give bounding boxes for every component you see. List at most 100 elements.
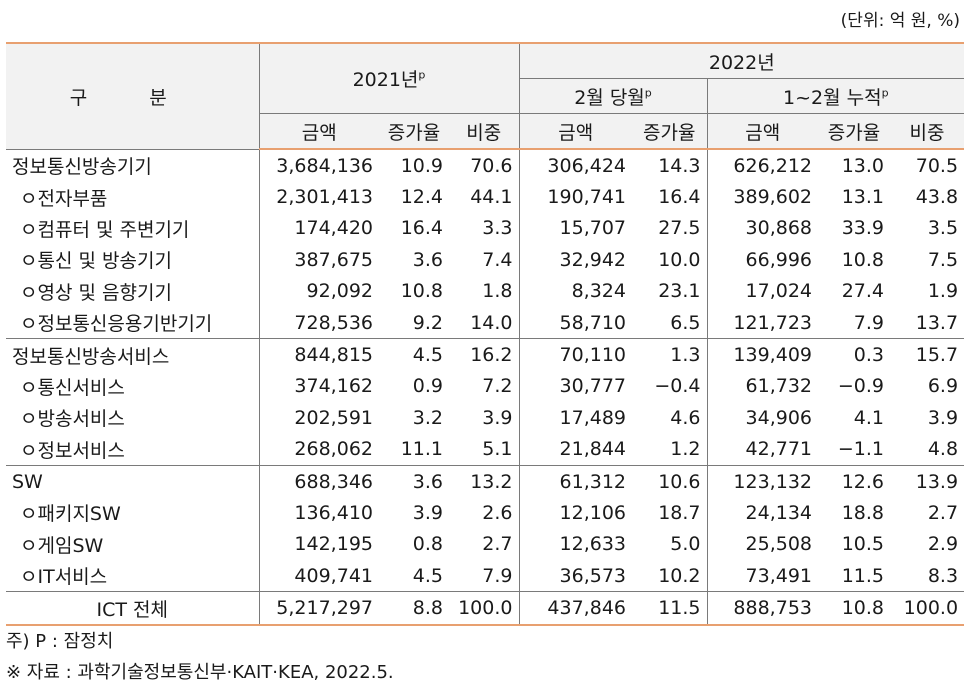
cell-value: 374,162 (258, 370, 379, 403)
cell-value: 306,424 (518, 148, 632, 182)
cell-value: 17,024 (706, 275, 818, 307)
cell-value: 10.8 (400, 280, 443, 303)
cell-value: 43.8 (915, 186, 959, 209)
row-label: ㅇ패키지SW (20, 503, 121, 526)
cell-value: 13.0 (818, 148, 890, 182)
cell-value: 4.5 (379, 338, 449, 371)
table-row: ㅇ통신서비스 374,162 0.9 7.2 30,777 −0.4 61,732 −0.9 6… (6, 370, 964, 403)
footnote-provisional: 주) P : 잠정치 (6, 631, 114, 652)
cell-value: 2.9 (927, 533, 959, 556)
cell-value: 688,346 (258, 464, 379, 498)
cell-value: −1.1 (837, 438, 884, 461)
cell-value: 888,753 (706, 591, 818, 626)
cell-value: 12.4 (400, 186, 443, 209)
cell-value: 32,942 (518, 244, 632, 276)
cell-value: 3.9 (482, 406, 513, 429)
table-row: 정보통신방송서비스 844,815 4.5 16.2 70,110 1.3 139,409 0… (6, 338, 965, 371)
cell-value: 139,409 (706, 338, 818, 371)
cell-value: 728,536 (258, 306, 379, 339)
row-label: ㅇ게임SW (20, 534, 104, 557)
cell-value: 1.8 (482, 280, 513, 303)
cell-value: 66,996 (706, 244, 818, 276)
cell-value: 14.0 (470, 311, 513, 334)
cell-value: 12,633 (518, 528, 632, 561)
table-row: ㅇ컴퓨터 및 주변기기 174,420 16.4 3.3 15,707 27.5 30,86… (6, 212, 964, 245)
cell-value: 13.2 (449, 464, 519, 498)
cell-value: 7.9 (482, 564, 513, 587)
cell-value: 174,420 (258, 212, 379, 245)
cell-value: 9.2 (412, 311, 443, 334)
row-label: ㅇ정보통신응용기반기기 (20, 313, 213, 336)
cell-value: 3.2 (412, 406, 443, 429)
cell-value: 10.5 (841, 533, 884, 556)
cell-value: 12.6 (818, 464, 890, 498)
cell-value: 3.9 (412, 501, 443, 524)
row-label: ㅇIT서비스 (20, 566, 108, 589)
cell-value: 7.2 (482, 375, 513, 398)
cell-value: 2,301,413 (258, 181, 379, 213)
cell-value: 268,062 (258, 433, 379, 466)
cell-value: 13.7 (915, 311, 959, 334)
row-label: SW (6, 464, 259, 498)
header-2021: 2021년p (258, 42, 519, 114)
cell-value: 14.3 (632, 148, 707, 182)
cell-value: 3.3 (482, 217, 513, 240)
cell-value: 1.9 (927, 280, 959, 303)
cell-value: 58,710 (518, 306, 632, 339)
cell-value: 44.1 (470, 186, 513, 209)
cell-value: 409,741 (258, 560, 379, 592)
cell-value: 7.9 (853, 311, 884, 334)
cell-value: 11.1 (400, 438, 443, 461)
table-row: ㅇIT서비스 409,741 4.5 7.9 36,573 10.2 73,491 11.5 8… (6, 560, 964, 592)
cell-value: 5,217,297 (258, 591, 379, 626)
row-label: ㅇ컴퓨터 및 주변기기 (20, 218, 190, 241)
col-amount-feb: 금액 (518, 113, 632, 150)
table-row: ㅇ정보통신응용기반기기 728,536 9.2 14.0 58,710 6.5 121,72… (6, 306, 964, 339)
cell-value: 23.1 (658, 280, 701, 303)
cell-value: 136,410 (258, 497, 379, 529)
table-row: ㅇ영상 및 음향기기 92,092 10.8 1.8 8,324 23.1 17,024 27… (6, 275, 964, 307)
row-label: 정보통신방송서비스 (6, 338, 259, 371)
cell-value: 70.6 (449, 148, 519, 182)
ict-production-table: 구 분 2021년p 2022년 2월 당월p 1~2월 누적p 금액 증가율 … (6, 42, 965, 626)
cell-value: 8,324 (518, 275, 632, 307)
cell-value: 100.0 (890, 591, 965, 626)
cell-value: 33.9 (841, 217, 884, 240)
cell-value: 16.4 (400, 217, 443, 240)
header-2022: 2022년 (518, 42, 965, 79)
cell-value: 2.6 (482, 501, 513, 524)
footnote-source: ※ 자료 : 과학기술정보통신부·KAIT·KEA, 2022.5. (6, 662, 394, 683)
cell-value: 1.2 (670, 438, 701, 461)
cell-value: 92,092 (258, 275, 379, 307)
cell-value: 8.8 (379, 591, 449, 626)
cell-value: −0.4 (654, 375, 701, 398)
cell-value: 1.3 (632, 338, 707, 371)
table-row: ㅇ정보서비스 268,062 11.1 5.1 21,844 1.2 42,771 −1.1 4… (6, 433, 964, 466)
header-gubun: 구 분 (6, 42, 259, 149)
row-label: 정보통신방송기기 (6, 148, 259, 182)
row-label: ㅇ정보서비스 (20, 439, 125, 462)
cell-value: 202,591 (258, 402, 379, 434)
cell-value: 42,771 (706, 433, 818, 466)
cell-value: 10.8 (818, 591, 890, 626)
table-row: ICT 전체 5,217,297 8.8 100.0 437,846 11.5 888,75… (6, 591, 965, 626)
table-row: ㅇ패키지SW 136,410 3.9 2.6 12,106 18.7 24,134 18.8 2… (6, 497, 964, 529)
cell-value: 2.7 (482, 533, 513, 556)
cell-value: 0.9 (412, 375, 443, 398)
cell-value: 0.3 (818, 338, 890, 371)
cell-value: 25,508 (706, 528, 818, 561)
cell-value: 844,815 (258, 338, 379, 371)
table-row: 정보통신방송기기 3,684,136 10.9 70.6 306,424 14.3 626,… (6, 148, 965, 182)
cell-value: 2.7 (927, 501, 959, 524)
cell-value: 3.9 (927, 406, 959, 429)
cell-value: 5.1 (482, 438, 513, 461)
cell-value: 142,195 (258, 528, 379, 561)
unit-note: (단위: 억 원, %) (840, 11, 960, 31)
cell-value: 30,868 (706, 212, 818, 245)
cell-value: 61,732 (706, 370, 818, 403)
cell-value: 626,212 (706, 148, 818, 182)
cell-value: 437,846 (518, 591, 632, 626)
cell-value: 5.0 (670, 533, 701, 556)
header-feb-month: 2월 당월p (518, 78, 707, 114)
cell-value: 13.1 (841, 186, 884, 209)
